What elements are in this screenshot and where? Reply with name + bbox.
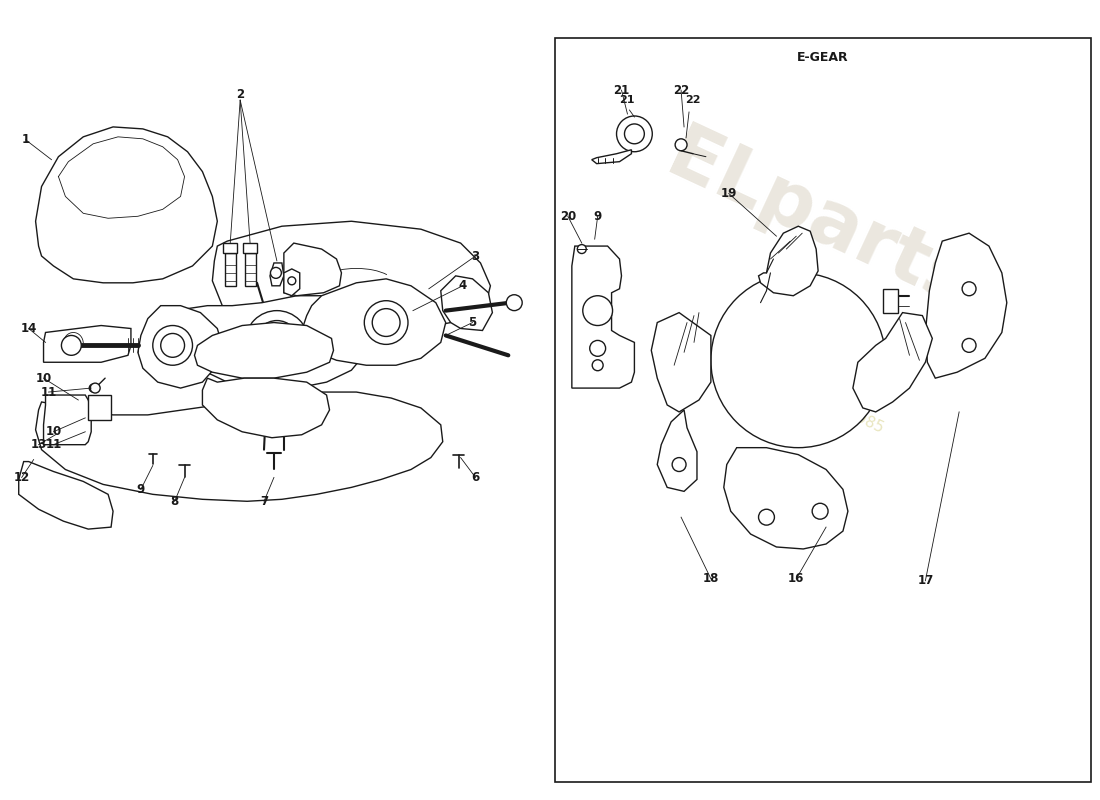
Polygon shape (243, 243, 257, 253)
Circle shape (962, 282, 976, 296)
Text: 5: 5 (469, 316, 476, 329)
Text: 6: 6 (472, 471, 480, 484)
Polygon shape (925, 233, 1007, 378)
Circle shape (62, 335, 81, 355)
Polygon shape (195, 322, 333, 378)
Text: 22: 22 (685, 95, 701, 105)
Text: 18: 18 (703, 572, 719, 586)
Polygon shape (759, 226, 818, 296)
Polygon shape (592, 150, 631, 164)
Polygon shape (44, 395, 91, 445)
Circle shape (592, 360, 603, 370)
Circle shape (245, 310, 309, 374)
Text: 19: 19 (720, 187, 737, 200)
Circle shape (506, 294, 522, 310)
Text: 4: 4 (459, 279, 466, 292)
Text: 2: 2 (236, 88, 244, 101)
Text: 9: 9 (136, 483, 145, 496)
Polygon shape (212, 222, 491, 330)
Polygon shape (572, 246, 635, 388)
Circle shape (255, 321, 299, 364)
Text: a passion for parts since 1985: a passion for parts since 1985 (670, 325, 887, 436)
Circle shape (90, 383, 100, 393)
Polygon shape (852, 313, 933, 412)
Circle shape (590, 341, 606, 356)
Text: 21: 21 (618, 95, 635, 105)
Polygon shape (138, 306, 222, 388)
Polygon shape (202, 378, 330, 438)
Text: 11: 11 (45, 438, 62, 451)
Circle shape (161, 334, 185, 358)
Polygon shape (44, 326, 131, 362)
Text: 3: 3 (472, 250, 480, 262)
Polygon shape (19, 462, 113, 529)
Text: 12: 12 (13, 471, 30, 484)
Circle shape (288, 277, 296, 285)
Text: 13: 13 (31, 438, 46, 451)
Circle shape (153, 326, 192, 366)
Polygon shape (658, 410, 697, 491)
Polygon shape (180, 296, 372, 388)
Text: 20: 20 (560, 210, 576, 222)
Circle shape (616, 116, 652, 152)
Text: 8: 8 (170, 494, 179, 508)
Text: 9: 9 (594, 210, 602, 222)
Polygon shape (724, 448, 848, 549)
Polygon shape (35, 127, 218, 283)
Circle shape (759, 510, 774, 525)
Polygon shape (223, 243, 238, 253)
Circle shape (675, 139, 688, 150)
Text: 10: 10 (45, 426, 62, 438)
Text: 21: 21 (614, 84, 629, 97)
Bar (556, 38, 1091, 782)
Polygon shape (270, 263, 284, 286)
Circle shape (812, 503, 828, 519)
Polygon shape (882, 289, 898, 313)
Polygon shape (244, 253, 255, 286)
Circle shape (372, 309, 400, 337)
Circle shape (711, 273, 886, 448)
Polygon shape (301, 279, 446, 366)
Polygon shape (224, 253, 235, 286)
Text: 7: 7 (260, 494, 268, 508)
Polygon shape (35, 392, 442, 502)
Text: 11: 11 (41, 386, 56, 398)
Text: E-GEAR: E-GEAR (798, 51, 849, 64)
Polygon shape (284, 269, 299, 296)
Text: 17: 17 (917, 574, 934, 587)
Circle shape (962, 338, 976, 352)
Circle shape (578, 245, 586, 254)
Text: ELparts: ELparts (654, 118, 981, 324)
Circle shape (364, 301, 408, 344)
Text: 1: 1 (22, 134, 30, 146)
Circle shape (89, 384, 97, 392)
Circle shape (583, 296, 613, 326)
Circle shape (672, 458, 686, 471)
Polygon shape (284, 243, 341, 296)
Text: 14: 14 (21, 322, 36, 335)
Text: 22: 22 (673, 84, 690, 97)
Circle shape (625, 124, 645, 144)
Text: 16: 16 (788, 572, 804, 586)
Text: 10: 10 (35, 372, 52, 385)
Polygon shape (441, 276, 493, 330)
Circle shape (271, 267, 282, 278)
Polygon shape (88, 395, 111, 420)
Polygon shape (651, 313, 711, 412)
